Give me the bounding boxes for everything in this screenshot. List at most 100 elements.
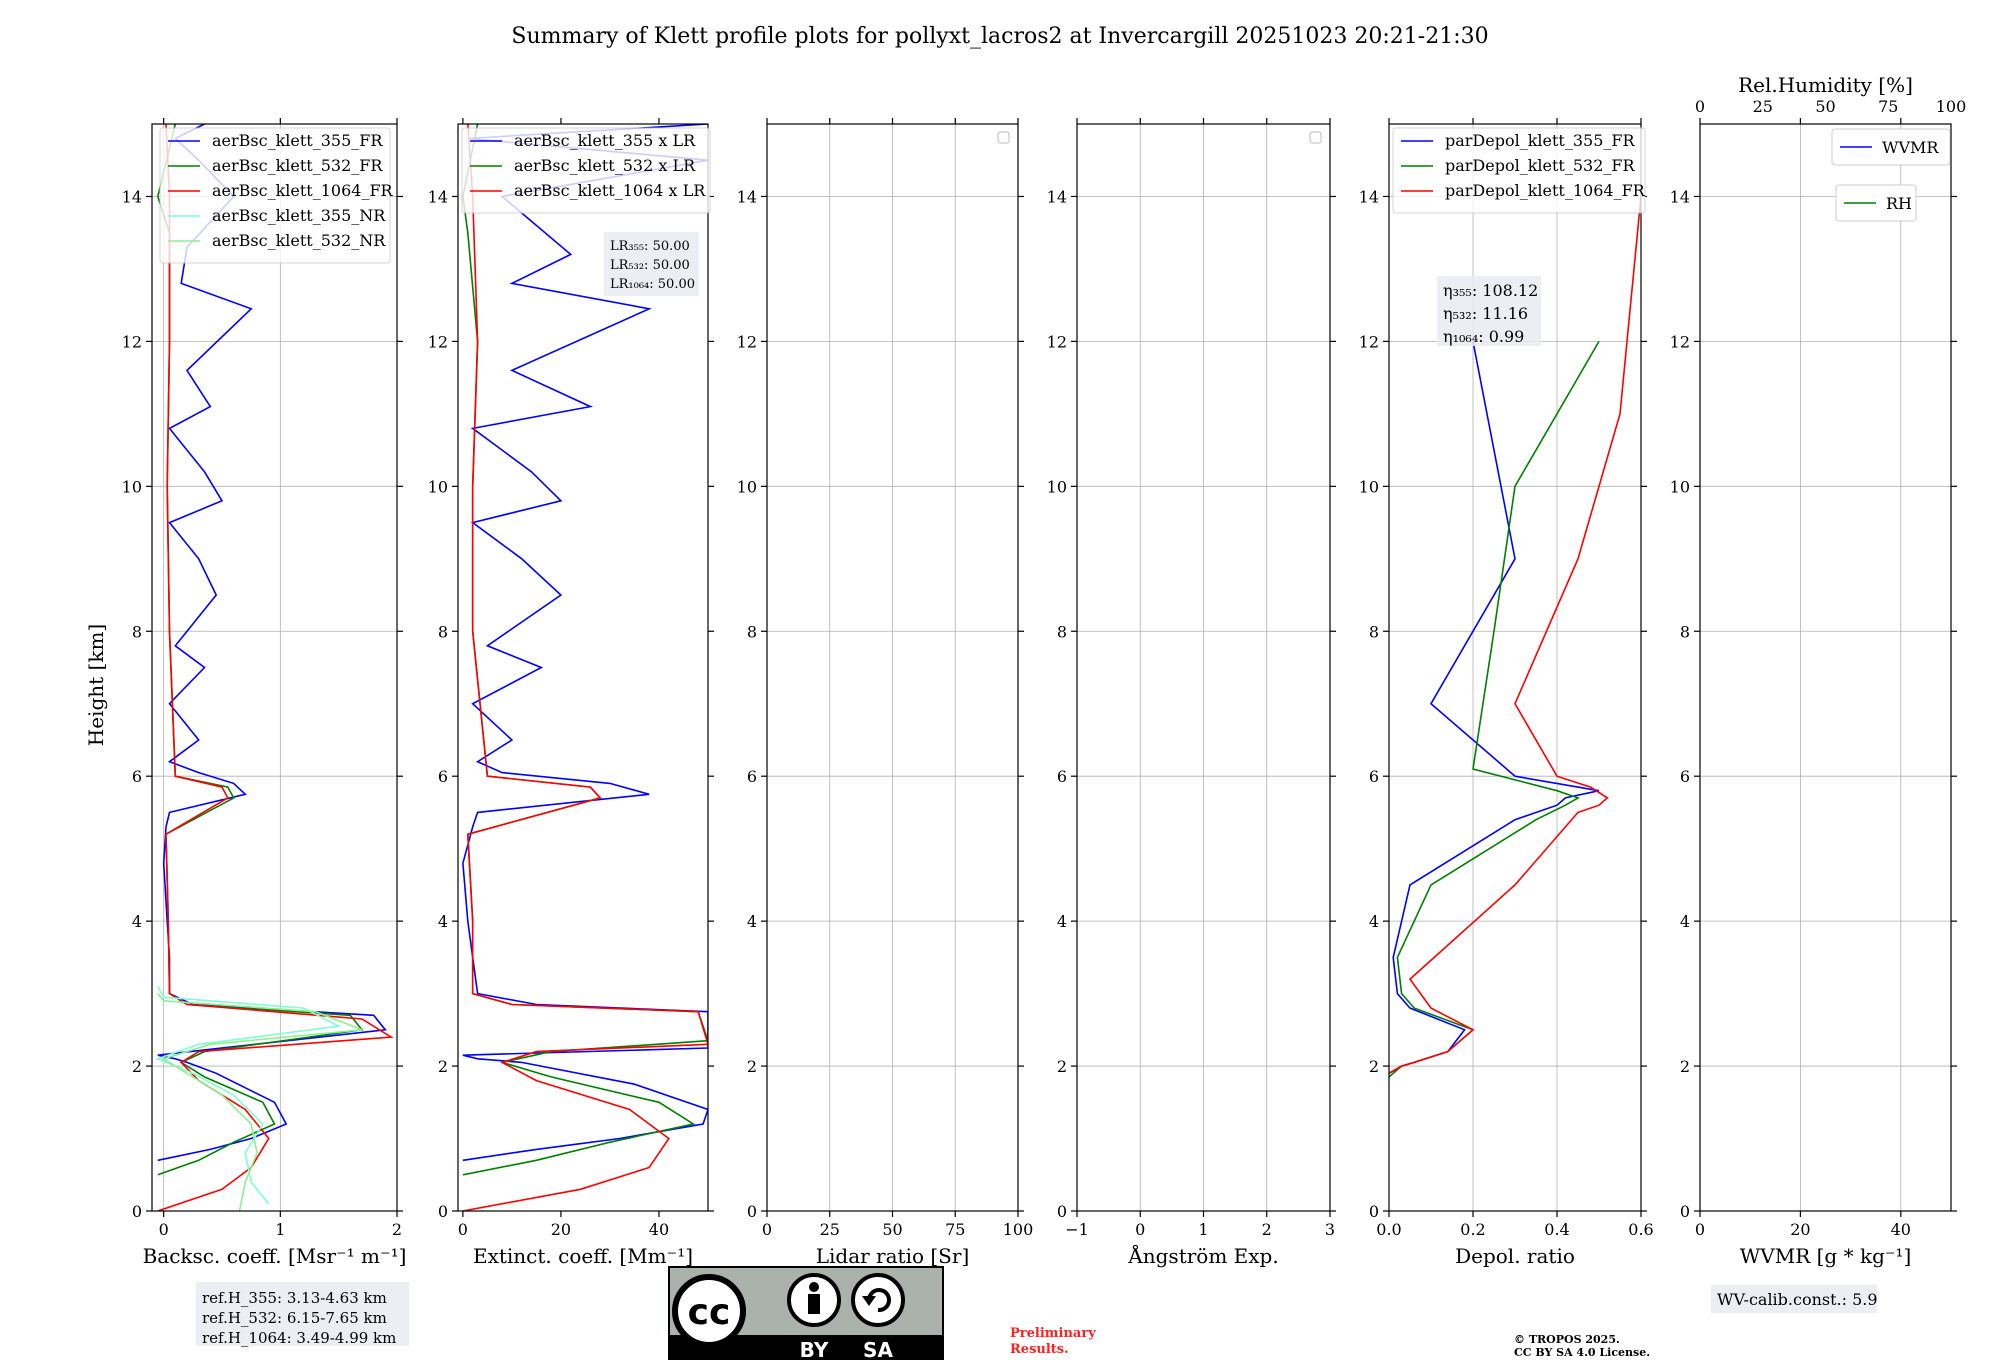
legend-label: aerBsc_klett_1064_FR — [212, 181, 394, 200]
legend-frame — [1392, 127, 1646, 214]
axes-frame — [151, 123, 398, 1212]
y-tick-label: 4 — [747, 912, 757, 931]
top-tick-label: 100 — [1936, 97, 1967, 116]
eta-box — [1437, 276, 1541, 346]
legend-frame — [1831, 128, 1951, 166]
legend-label: parDepol_klett_1064_FR — [1445, 181, 1646, 200]
x-tick-label: 0 — [159, 1220, 169, 1239]
copyright-line-2: CC BY SA 4.0 License. — [1514, 1346, 1650, 1359]
y-tick-label: 0 — [132, 1202, 142, 1221]
y-tick-label: 10 — [428, 477, 448, 496]
lidar-ratio-label: LR₃₅₅: 50.00 — [610, 239, 690, 254]
y-tick-label: 0 — [1680, 1202, 1690, 1221]
y-tick-label: 0 — [1057, 1202, 1067, 1221]
ref-height-box: ref.H_355: 3.13-4.63 km ref.H_532: 6.15-… — [196, 1282, 409, 1347]
x-tick-label: 100 — [1003, 1220, 1034, 1239]
x-tick-label: 0 — [1695, 1220, 1705, 1239]
legend: aerBsc_klett_355 x LR aerBsc_klett_532 x … — [461, 127, 711, 214]
series-line-parDepol_klett_355_FR — [1389, 341, 1600, 1074]
cc-icon — [672, 1274, 746, 1348]
legend-frame — [159, 127, 391, 264]
axes-frame — [457, 123, 709, 1212]
x-tick-label: 3 — [1325, 1220, 1335, 1239]
legend-label: parDepol_klett_532_FR — [1445, 156, 1636, 175]
x-tick-label: 2 — [1262, 1220, 1272, 1239]
x-tick-label: 0 — [762, 1220, 772, 1239]
copyright-note: © TROPOS 2025. CC BY SA 4.0 License. — [1514, 1333, 1650, 1359]
eta-label: η₃₅₅: 108.12 — [1443, 281, 1538, 300]
panel-water_vapor: 0 20 40 0 2 4 6 8 10 12 14 WVMR [g * kg⁻¹] 0 25 50 75 10… — [1670, 73, 1967, 1268]
eta-label: η₅₃₂: 11.16 — [1443, 304, 1528, 323]
legend-label: aerBsc_klett_355 x LR — [514, 131, 696, 150]
legend-label: aerBsc_klett_532 x LR — [514, 156, 696, 175]
preliminary-note: Preliminary Results. — [1010, 1326, 1096, 1357]
y-tick-label: 8 — [132, 622, 142, 641]
y-tick-label: 10 — [1047, 477, 1067, 496]
y-tick-label: 4 — [1680, 912, 1690, 931]
y-tick-label: 6 — [1057, 767, 1067, 786]
series-line-aerBsc_klett_532_NR — [157, 993, 363, 1211]
cc-license-badge: cc BY SA — [668, 1266, 944, 1360]
y-tick-label: 6 — [438, 767, 448, 786]
x-axis-label: Extinct. coeff. [Mm⁻¹] — [473, 1244, 693, 1268]
y-tick-label: 0 — [1369, 1202, 1379, 1221]
preliminary-line-2: Results. — [1010, 1342, 1069, 1357]
y-tick-label: 4 — [438, 912, 448, 931]
x-tick-label: 0 — [458, 1220, 468, 1239]
ref-height-532: ref.H_532: 6.15-7.65 km — [202, 1309, 387, 1327]
y-tick-label: 2 — [747, 1057, 757, 1076]
x-tick-label: −1 — [1065, 1220, 1089, 1239]
y-tick-label: 14 — [1670, 187, 1690, 206]
lidar-ratio-label: LR₁₀₆₄: 50.00 — [610, 277, 695, 292]
legend-label: WVMR — [1882, 138, 1939, 157]
top-axis-label: Rel.Humidity [%] — [1738, 73, 1913, 97]
ref-height-1064: ref.H_1064: 3.49-4.99 km — [202, 1329, 396, 1347]
y-tick-label: 14 — [737, 187, 757, 206]
legend-label: aerBsc_klett_1064 x LR — [514, 181, 706, 200]
y-tick-label: 10 — [737, 477, 757, 496]
series-line-aerBsc_klett_355_FR — [157, 124, 387, 1162]
y-tick-label: 6 — [132, 767, 142, 786]
legend-label: aerBsc_klett_532_NR — [212, 231, 386, 250]
y-tick-label: 2 — [438, 1057, 448, 1076]
x-tick-label: 20 — [551, 1220, 571, 1239]
axes-frame — [1388, 123, 1642, 1212]
legend-label: RH — [1886, 194, 1912, 213]
panel-depolarization: 0.0 0.2 0.4 0.6 0 2 4 6 8 10 12 14 Depol. ratio parDe… — [1359, 118, 1654, 1268]
x-tick-label: 0.2 — [1460, 1220, 1485, 1239]
x-axis-label: Lidar ratio [Sr] — [816, 1244, 970, 1268]
y-tick-label: 4 — [1057, 912, 1067, 931]
panel-lidar_ratio: 0 25 50 75 100 0 2 4 6 8 10 12 14 Lidar ratio [Sr] — [737, 118, 1034, 1268]
y-tick-label: 8 — [438, 622, 448, 641]
y-tick-label: 14 — [1047, 187, 1067, 206]
empty-legend — [997, 131, 1010, 144]
y-tick-label: 2 — [1057, 1057, 1067, 1076]
y-tick-label: 8 — [1057, 622, 1067, 641]
figure-title: Summary of Klett profile plots for polly… — [511, 24, 1488, 49]
legend-frame — [461, 127, 711, 214]
y-tick-label: 10 — [122, 477, 142, 496]
legend-label: aerBsc_klett_355_NR — [212, 206, 386, 225]
legend-label: parDepol_klett_355_FR — [1445, 131, 1636, 150]
y-axis-label: Height [km] — [84, 624, 108, 746]
y-tick-label: 4 — [1369, 912, 1379, 931]
x-tick-label: 25 — [820, 1220, 840, 1239]
wv-calib-text: WV-calib.const.: 5.9 — [1717, 1290, 1878, 1309]
sa-text: SA — [863, 1338, 893, 1360]
y-tick-label: 8 — [747, 622, 757, 641]
cc-text: cc — [688, 1292, 731, 1333]
copyright-line-1: © TROPOS 2025. — [1514, 1333, 1620, 1346]
y-tick-label: 0 — [438, 1202, 448, 1221]
legend-label: aerBsc_klett_532_FR — [212, 156, 383, 175]
y-tick-label: 12 — [1047, 332, 1067, 351]
y-tick-label: 14 — [122, 187, 142, 206]
y-tick-label: 12 — [1670, 332, 1690, 351]
sa-share-icon — [851, 1273, 905, 1327]
y-tick-label: 8 — [1369, 622, 1379, 641]
y-tick-label: 10 — [1359, 477, 1379, 496]
x-tick-label: 40 — [1891, 1220, 1911, 1239]
series-line-parDepol_klett_1064_FR — [1389, 196, 1641, 1074]
